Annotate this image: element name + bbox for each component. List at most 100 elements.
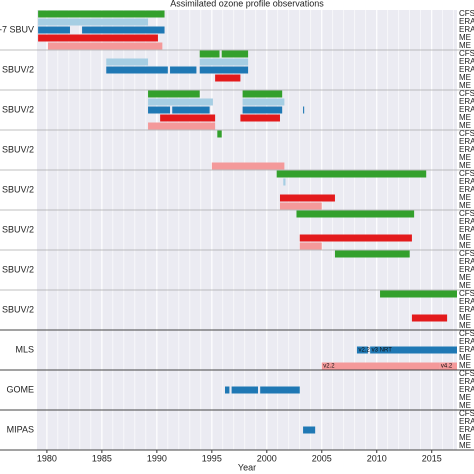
interval-bar: [217, 130, 222, 138]
lane-label: CFS: [459, 9, 474, 18]
lane-label: ERA: [459, 225, 474, 234]
interval-bar: [299, 234, 412, 242]
interval-bar: [170, 66, 197, 74]
interval-bar: [299, 242, 322, 250]
panel-label: 4 SBUV/2: [0, 144, 34, 154]
lane-label: ERA: [459, 145, 474, 154]
lane-label: CFS: [459, 169, 474, 178]
interval-bar: [242, 90, 283, 98]
interval-bar: [279, 202, 322, 210]
lane-label: ERA: [459, 137, 474, 146]
interval-bar: [283, 178, 286, 186]
x-tick-label: 1980: [37, 453, 57, 463]
lane-label: CFS: [459, 89, 474, 98]
interval-bar: [260, 386, 300, 394]
interval-bar: [172, 106, 210, 114]
lane-label: ME: [459, 313, 471, 322]
lane-label: ME: [459, 353, 471, 362]
lane-label: ME: [459, 41, 471, 50]
interval-label: v4.2: [441, 364, 453, 370]
x-tick-label: 1985: [92, 453, 112, 463]
interval-bar: [242, 106, 283, 114]
lane-label: ME: [459, 73, 471, 82]
interval-bar: [38, 26, 70, 34]
interval-bar: [225, 386, 230, 394]
lane-label: ERA: [459, 65, 474, 74]
lane-label: ME: [459, 433, 471, 442]
panel-label: 7 SBUV/2: [0, 224, 34, 234]
lane-label: CFS: [459, 329, 474, 338]
interval-bar: [199, 66, 249, 74]
lane-label: ME: [459, 281, 471, 290]
lane-label: ERA: [459, 105, 474, 114]
panel-label: MIPAS: [7, 424, 34, 434]
lane-label: ME: [459, 81, 471, 90]
lane-label: ERA: [459, 385, 474, 394]
lane-label: ERA: [459, 177, 474, 186]
lane-label: ERA: [459, 377, 474, 386]
lane-label: CFS: [459, 249, 474, 258]
interval-bar: [160, 114, 216, 122]
lane-label: ME: [459, 33, 471, 42]
interval-bar: [411, 314, 448, 322]
lane-label: ME: [459, 193, 471, 202]
lane-label: ERA: [459, 257, 474, 266]
interval-bar: [38, 10, 165, 18]
interval-bar: [303, 106, 305, 114]
interval-bar: [296, 210, 415, 218]
interval-bar: [148, 122, 216, 130]
lane-label: ERA: [459, 97, 474, 106]
x-axis-label: Year: [238, 462, 256, 472]
interval-bar: [276, 170, 427, 178]
interval-bar: [370, 346, 457, 354]
lane-label: ME: [459, 153, 471, 162]
interval-bar: [303, 426, 316, 434]
lane-label: CFS: [459, 209, 474, 218]
panel-label: 9 SBUV/2: [0, 304, 34, 314]
lane-label: ME: [459, 441, 471, 450]
interval-bar: [106, 66, 168, 74]
interval-bar: [356, 346, 368, 354]
x-tick-label: 2010: [367, 453, 387, 463]
lane-label: ERA: [459, 217, 474, 226]
interval-bar: [279, 194, 335, 202]
lane-label: ME: [459, 241, 471, 250]
panel-label: s-7 SBUV: [0, 24, 34, 34]
interval-bar: [240, 114, 280, 122]
x-tick-label: 2005: [312, 453, 332, 463]
interval-bar: [221, 50, 249, 58]
lane-label: ME: [459, 401, 471, 410]
lane-label: CFS: [459, 129, 474, 138]
interval-bar: [148, 106, 171, 114]
interval-bar: [334, 250, 410, 258]
lane-label: ME: [459, 233, 471, 242]
lane-label: ME: [459, 361, 471, 370]
chart-title: Assimilated ozone profile observations: [170, 0, 324, 8]
lane-label: ME: [459, 273, 471, 282]
interval-bar: [148, 90, 200, 98]
interval-bar: [38, 18, 149, 26]
lane-label: CFS: [459, 369, 474, 378]
lane-label: CFS: [459, 409, 474, 418]
interval-bar: [106, 58, 149, 66]
lane-label: ERA: [459, 417, 474, 426]
lane-label: ERA: [459, 17, 474, 26]
lane-label: ME: [459, 393, 471, 402]
panel-label: GOME: [6, 384, 34, 394]
panel-label: 1 SBUV/2: [0, 104, 34, 114]
interval-label: v2.2: [358, 348, 370, 354]
lane-label: ERA: [459, 345, 474, 354]
x-tick-label: 1990: [147, 453, 167, 463]
panel-label: MLS: [15, 344, 34, 354]
interval-bar: [231, 386, 258, 394]
lane-label: ME: [459, 161, 471, 170]
interval-bar: [242, 98, 285, 106]
interval-bar: [211, 162, 285, 170]
interval-bar: [439, 362, 457, 370]
lane-label: ERA: [459, 305, 474, 314]
x-tick-label: 2000: [257, 453, 277, 463]
interval-bar: [82, 26, 165, 34]
interval-bar: [380, 290, 457, 298]
panel-label: 9 SBUV/2: [0, 64, 34, 74]
